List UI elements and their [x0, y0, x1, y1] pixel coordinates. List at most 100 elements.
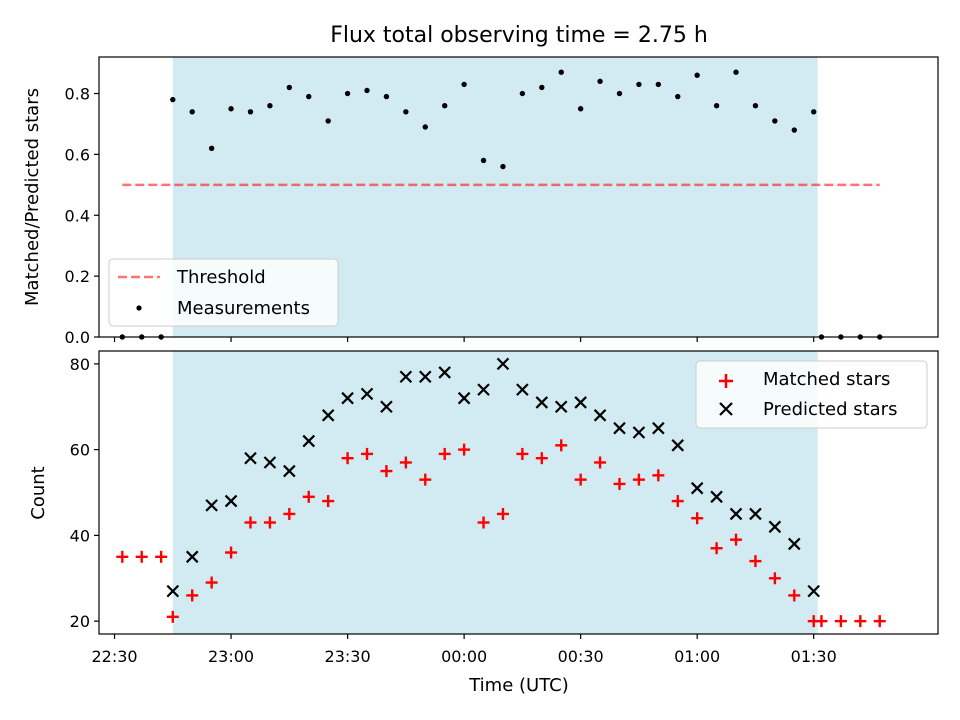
predicted-stars-point	[244, 451, 257, 465]
matched-stars-point	[419, 473, 432, 486]
predicted-stars-point	[418, 370, 432, 384]
predicted-stars-point	[749, 507, 762, 521]
measurements-legend-swatch	[136, 305, 142, 311]
y-tick-label: 0.0	[65, 328, 90, 347]
bottom-legend: Matched stars Predicted stars	[695, 360, 928, 429]
measurement-point	[752, 102, 759, 109]
matched-stars-point	[135, 550, 148, 563]
predicted-stars-point	[788, 537, 801, 551]
matched-stars-point	[516, 447, 529, 460]
measurement-point	[383, 93, 390, 100]
predicted-stars-point	[263, 456, 277, 469]
predicted-stars-point	[593, 409, 607, 422]
matched-stars-point	[873, 615, 886, 628]
predicted-stars-point	[632, 426, 646, 439]
predicted-stars-point	[380, 400, 393, 414]
matched-stars-point	[691, 512, 704, 525]
matched-stars-point	[438, 447, 451, 460]
top-y-axis-label: Matched/Predicted stars	[22, 88, 43, 306]
predicted-stars-point	[302, 434, 316, 448]
predicted-stars-point	[768, 520, 782, 534]
y-tick-label: 0.4	[65, 206, 90, 225]
matched-stars-point	[477, 516, 490, 529]
predicted-stars-point	[321, 409, 335, 422]
x-tick-label: 22:30	[91, 647, 137, 666]
matched-stars-point	[730, 533, 743, 546]
y-tick-label: 0.8	[65, 85, 90, 104]
matched-stars-point	[535, 452, 548, 465]
measurement-point	[694, 72, 700, 78]
predicted-stars-point	[496, 357, 510, 371]
matched-stars-point	[834, 615, 847, 628]
measurement-point	[539, 84, 545, 91]
y-tick-label: 40	[70, 526, 90, 545]
measurement-point	[655, 81, 662, 88]
matched-stars-point	[263, 516, 276, 529]
predicted-stars-point	[671, 439, 685, 452]
measurement-point	[364, 87, 370, 94]
matched-stars-point	[380, 465, 393, 478]
measurement-point	[344, 90, 351, 97]
matched-stars-point	[496, 507, 509, 520]
predicted-stars-point	[613, 421, 626, 435]
measurement-point	[189, 109, 195, 115]
x-tick-label: 23:00	[208, 647, 254, 666]
matched-stars-point	[322, 495, 335, 508]
predicted-stars-point	[710, 490, 723, 504]
top-panel: 0.00.20.40.60.8 Matched/Predicted stars …	[22, 56, 939, 347]
measurement-point	[597, 78, 603, 85]
matched-stars-point	[399, 456, 412, 469]
matched-stars-point	[205, 576, 218, 589]
measurement-point	[500, 163, 506, 170]
x-axis-label: Time (UTC)	[468, 675, 569, 696]
predicted-stars-point	[166, 584, 180, 598]
predicted-stars-point	[205, 499, 218, 512]
predicted-legend-swatch	[719, 402, 733, 416]
x-tick-label: 23:30	[325, 647, 371, 666]
predicted-legend-label: Predicted stars	[763, 399, 897, 420]
matched-stars-point	[458, 443, 471, 456]
bottom-y-axis-label: Count	[28, 466, 49, 519]
matched-stars-point	[283, 507, 296, 520]
predicted-stars-point	[438, 366, 451, 379]
measurements-legend-label: Measurements	[177, 298, 310, 319]
matched-stars-point	[574, 473, 587, 486]
predicted-stars-point	[554, 400, 568, 414]
x-tick-label: 01:30	[791, 647, 837, 666]
predicted-stars-point	[283, 464, 296, 478]
matched-stars-point	[788, 589, 801, 602]
matched-stars-point	[613, 477, 626, 490]
matched-legend-swatch	[719, 374, 733, 388]
top-legend: Threshold Measurements	[108, 258, 339, 327]
measurement-point	[616, 90, 623, 97]
x-tick-label: 00:30	[558, 647, 604, 666]
predicted-stars-point	[516, 383, 529, 396]
predicted-stars-point	[535, 396, 549, 409]
predicted-stars-point	[399, 370, 413, 384]
measurement-point	[733, 69, 739, 75]
predicted-stars-point	[457, 391, 471, 405]
measurement-point	[480, 157, 487, 164]
matched-stars-point	[815, 615, 828, 628]
matched-stars-point	[768, 572, 781, 585]
measurement-point	[325, 118, 331, 124]
y-tick-label: 60	[70, 441, 90, 460]
matched-stars-point	[555, 439, 568, 452]
bottom-panel: 20 40 60 80 22:30 23:00 23:30 00:00 00:30 01:00 0…	[28, 350, 939, 696]
measurement-point	[577, 106, 584, 112]
predicted-stars-point	[224, 494, 238, 508]
x-tick-label: 01:00	[674, 647, 720, 666]
measurement-point	[247, 109, 254, 115]
measurement-point	[811, 109, 817, 115]
predicted-stars-point	[729, 507, 743, 521]
measurement-point	[286, 84, 293, 91]
matched-legend-label: Matched stars	[763, 369, 890, 390]
measurement-point	[208, 145, 215, 152]
predicted-stars-point	[690, 481, 704, 495]
measurement-point	[636, 81, 642, 88]
threshold-legend-label: Threshold	[176, 267, 266, 288]
predicted-stars-point	[574, 396, 587, 409]
measurement-point	[772, 118, 778, 124]
measurement-point	[403, 109, 409, 115]
